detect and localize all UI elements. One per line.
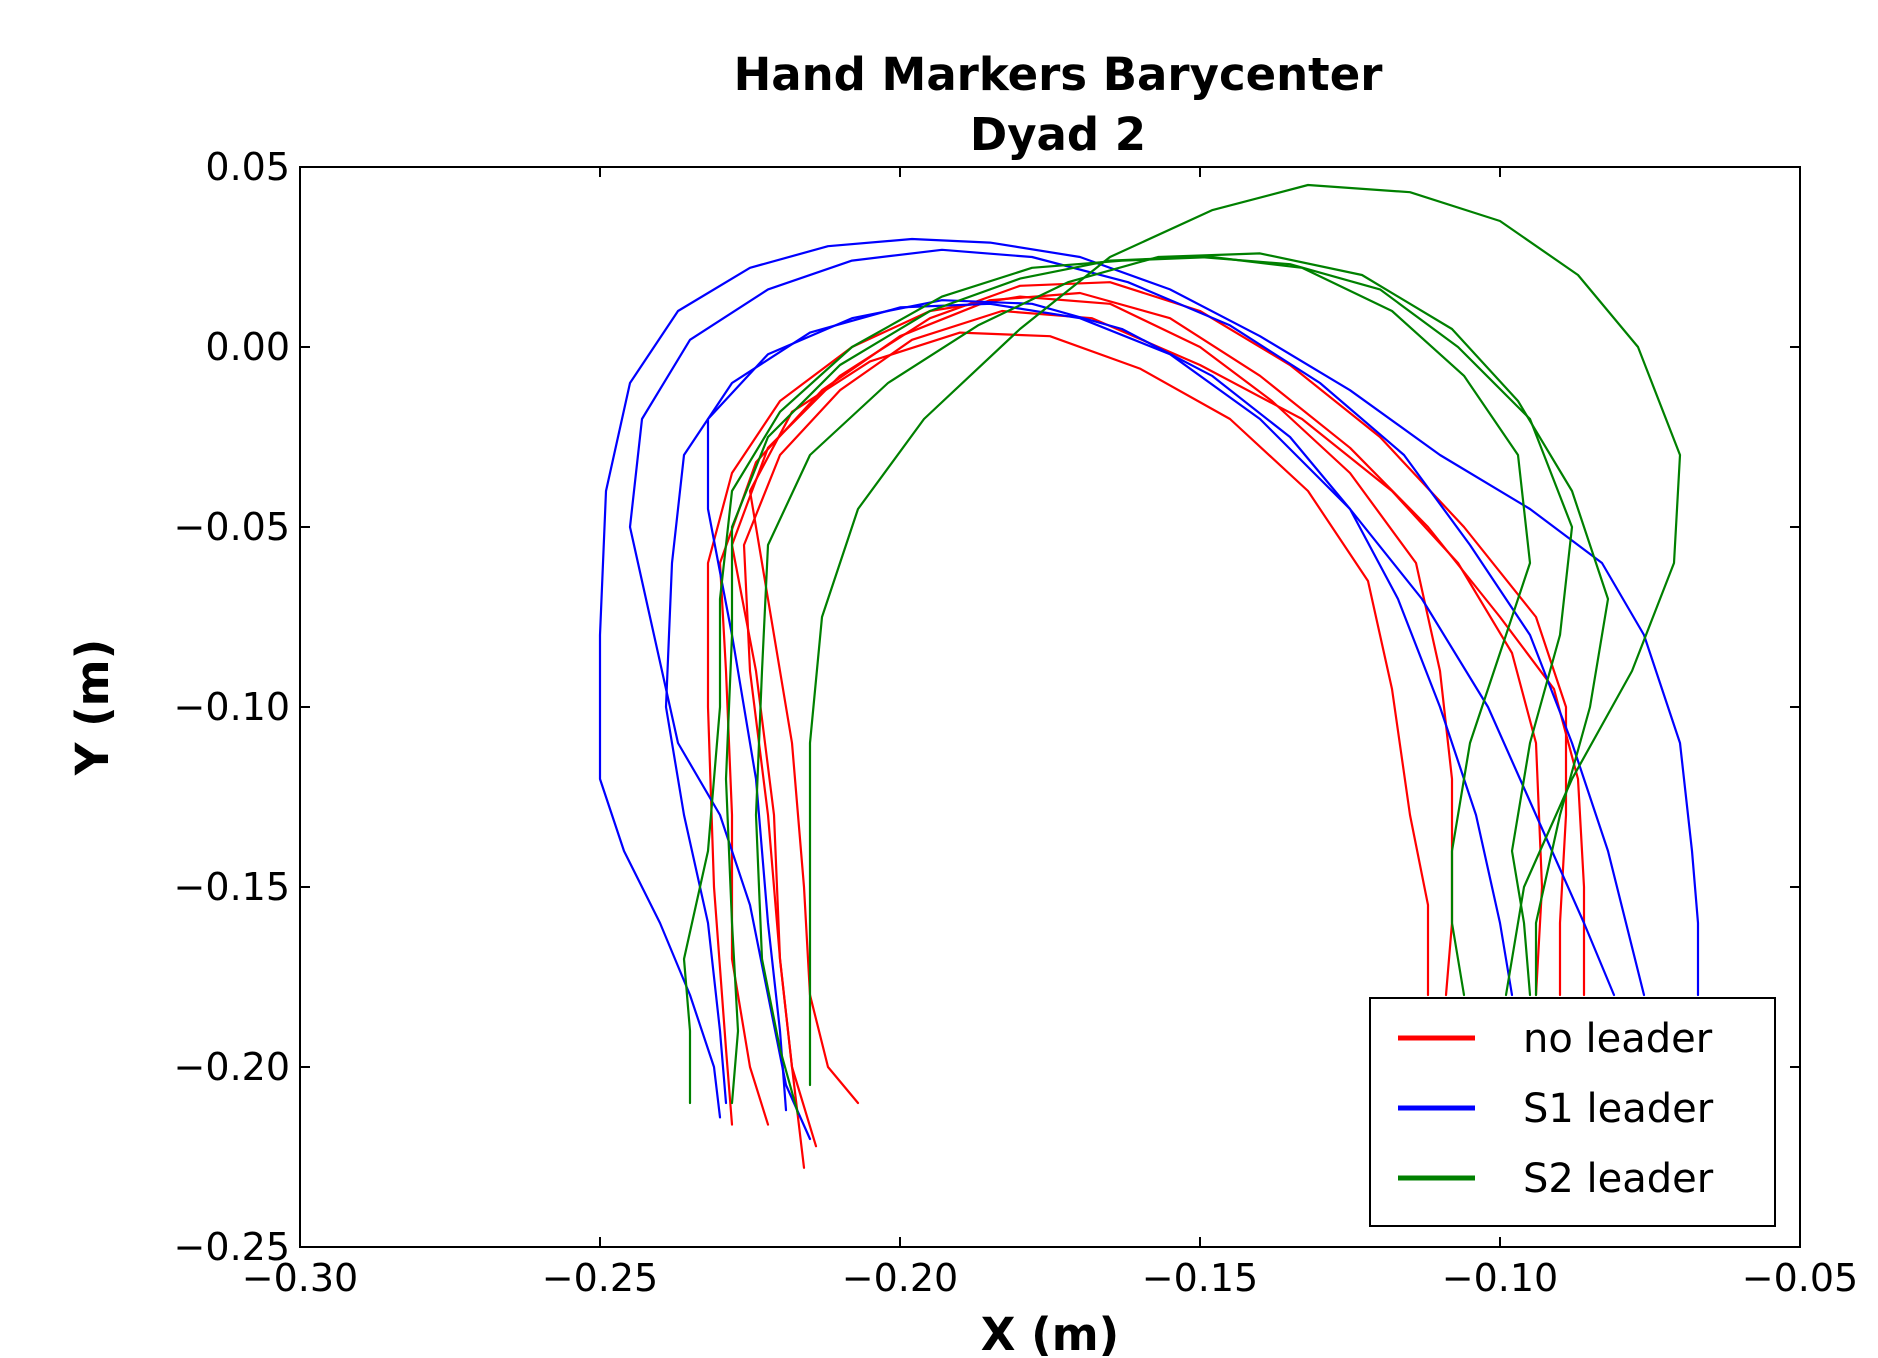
trace-s2-leader-2: [724, 255, 1574, 1105]
x-tick-label: −0.20: [842, 1256, 958, 1300]
y-tick-label: −0.25: [174, 1225, 290, 1269]
trace-s2-leader-4: [808, 183, 1682, 1087]
y-tick-label: 0.05: [205, 145, 290, 189]
x-axis-title: X (m): [981, 1308, 1119, 1358]
trace-no-leader-2: [742, 309, 1544, 1169]
trace-no-leader-3: [748, 331, 1430, 1105]
trace-s1-leader-1: [598, 237, 1700, 1119]
y-axis-title: Y (m): [66, 639, 119, 776]
chart-title-line-2: Dyad 2: [970, 108, 1146, 161]
trace-s1-leader-4: [706, 299, 1514, 1112]
y-tick-label: −0.05: [174, 505, 290, 549]
legend: no leader S1 leader S2 leader: [1369, 997, 1776, 1227]
x-tick-label: −0.05: [1742, 1256, 1858, 1300]
legend-label-s1-leader: S1 leader: [1523, 1086, 1714, 1132]
axis-ticks: −0.30 −0.25 −0.20 −0.15 −0.10 −0.050.050.00−0…: [174, 145, 1859, 1300]
x-tick-label: −0.10: [1442, 1256, 1558, 1300]
y-tick-label: −0.15: [174, 865, 290, 909]
legend-label-no-leader: no leader: [1523, 1016, 1713, 1062]
trace-no-leader-4: [718, 291, 1586, 1126]
x-tick-label: −0.15: [1142, 1256, 1258, 1300]
trace-no-leader-1: [706, 295, 1454, 1126]
chart-title-line-1: Hand Markers Barycenter: [734, 48, 1384, 101]
trace-s1-leader-2: [628, 248, 1646, 1141]
x-tick-label: −0.30: [242, 1256, 358, 1300]
trace-s2-leader-3: [754, 252, 1610, 1115]
y-tick-label: −0.20: [174, 1045, 290, 1089]
y-tick-label: −0.10: [174, 685, 290, 729]
x-tick-label: −0.25: [542, 1256, 658, 1300]
legend-label-s2-leader: S2 leader: [1523, 1156, 1714, 1202]
plot-traces: [598, 183, 1700, 1169]
y-tick-label: 0.00: [205, 325, 290, 369]
